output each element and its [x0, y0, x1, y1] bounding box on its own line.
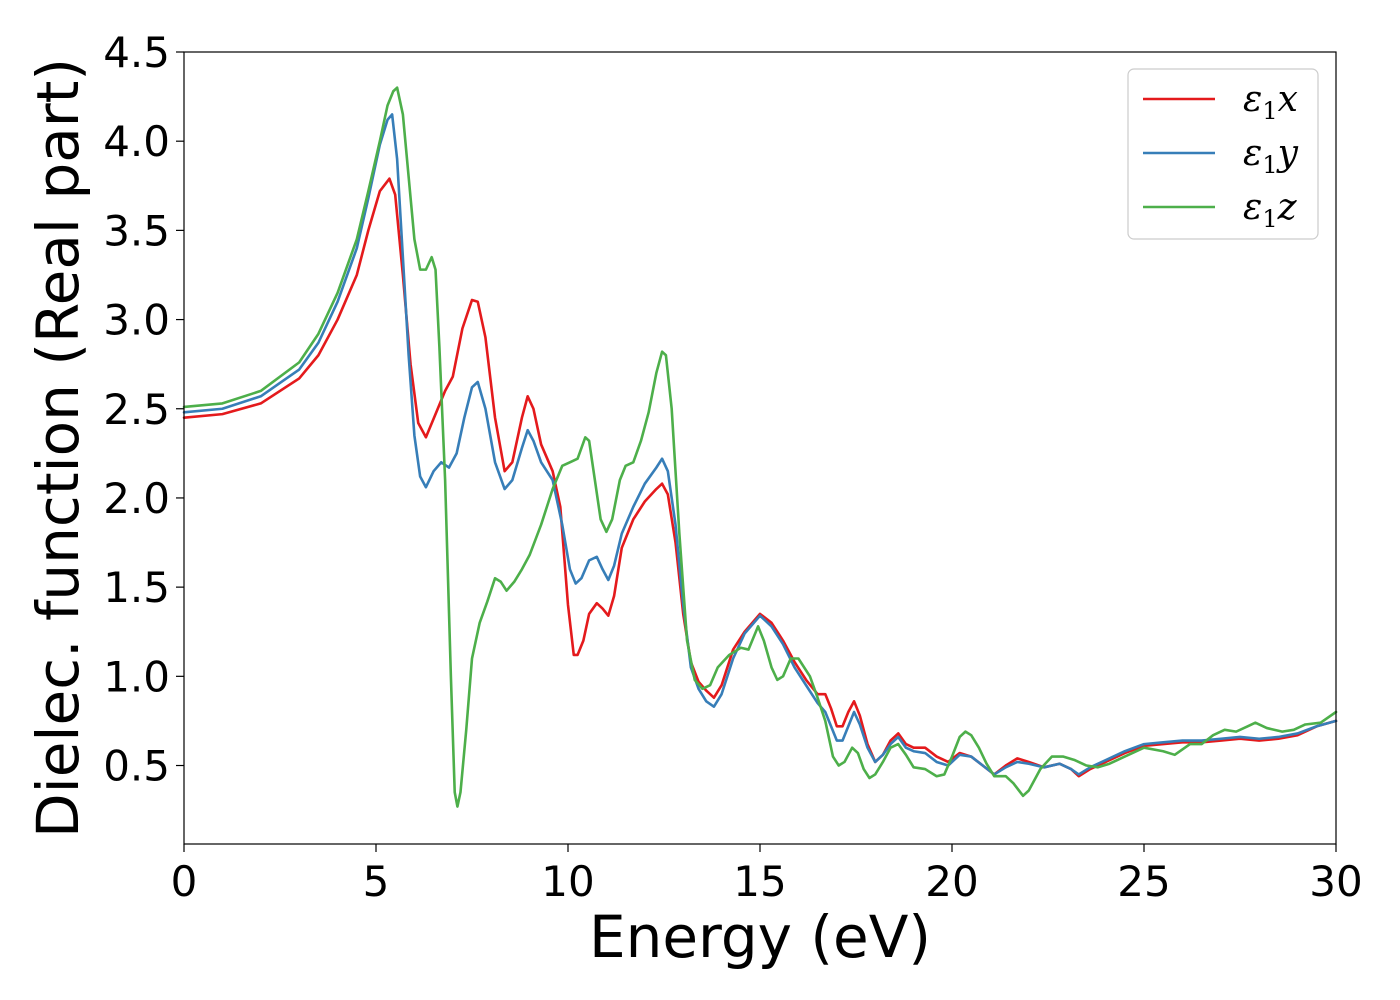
y-tick-label: 3.0	[103, 296, 170, 345]
y-tick-label: 4.5	[103, 28, 170, 77]
x-axis-label: Energy (eV)	[589, 903, 931, 971]
series-line-y	[182, 113, 1338, 776]
legend-label-z: ε1z	[1243, 187, 1298, 233]
series-layer	[182, 86, 1338, 808]
y-tick-label: 2.5	[103, 385, 170, 434]
legend-box	[1127, 68, 1319, 240]
y-tick-label: 1.0	[103, 652, 170, 701]
y-tick-label: 2.0	[103, 474, 170, 523]
series-line-z	[182, 86, 1338, 808]
x-tick-label: 15	[733, 857, 786, 906]
y-tick-label: 1.5	[103, 563, 170, 612]
y-tick-label: 0.5	[103, 742, 170, 791]
legend: ε1x ε1y ε1z	[1127, 68, 1319, 240]
x-tick-label: 5	[363, 857, 390, 906]
y-axis-label: Dielec. function (Real part)	[24, 58, 92, 838]
x-tick-label: 10	[541, 857, 594, 906]
x-tick-label: 30	[1309, 857, 1362, 906]
x-axis: 0 5 10 15 20 25 30	[171, 844, 1363, 906]
x-tick-label: 0	[171, 857, 198, 906]
y-axis: 0.5 1.0 1.5 2.0 2.5 3.0 3.5 4.0 4.5	[103, 28, 184, 791]
x-tick-label: 25	[1117, 857, 1170, 906]
legend-label-x: ε1x	[1243, 79, 1298, 125]
y-tick-label: 3.5	[103, 206, 170, 255]
x-tick-label: 20	[925, 857, 978, 906]
y-tick-label: 4.0	[103, 117, 170, 166]
legend-label-y: ε1y	[1243, 133, 1299, 179]
